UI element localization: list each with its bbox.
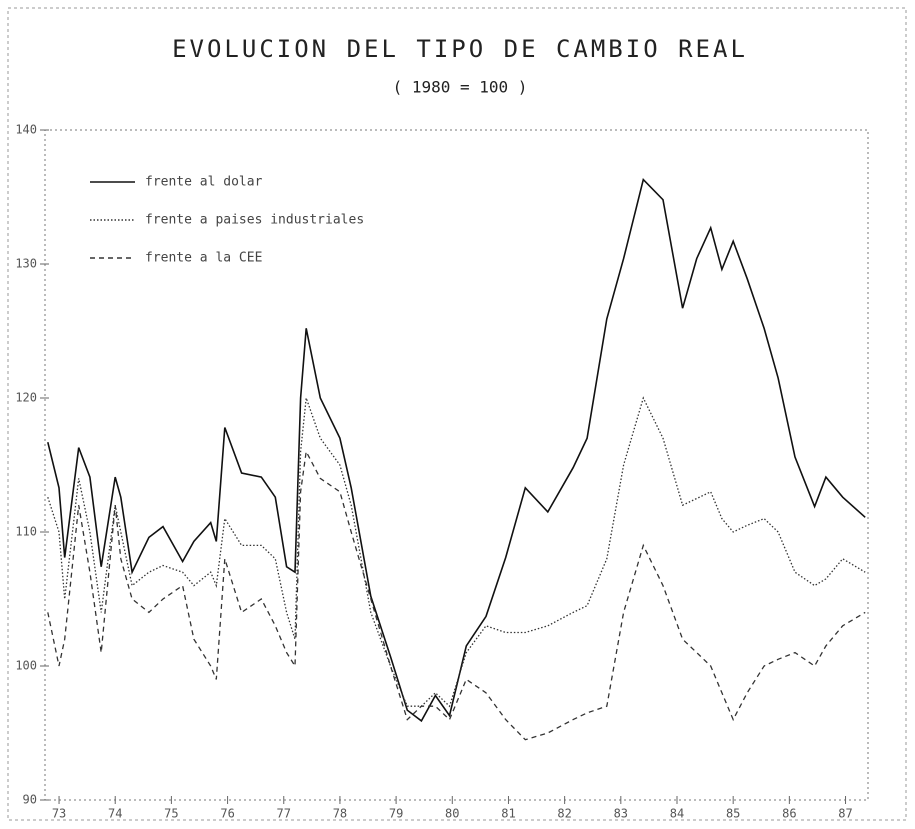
x-tick-label: 87 (838, 807, 852, 821)
x-tick-label: 77 (277, 807, 291, 821)
legend-label: frente al dolar (145, 175, 263, 190)
page-frame (7, 7, 907, 821)
y-tick-label: 120 (15, 391, 37, 405)
plot-frame (44, 129, 869, 801)
series-line (47, 396, 866, 708)
legend-label: frente a paises industriales (145, 213, 364, 228)
x-tick-label: 86 (782, 807, 796, 821)
x-tick-label: 75 (164, 807, 178, 821)
x-tick-label: 79 (389, 807, 403, 821)
y-tick-label: 110 (15, 525, 37, 539)
x-tick-label: 83 (614, 807, 628, 821)
y-tick-label: 100 (15, 659, 37, 673)
x-tick-label: 74 (108, 807, 122, 821)
y-tick-label: 90 (23, 793, 37, 807)
x-tick-label: 78 (333, 807, 347, 821)
x-tick-label: 81 (501, 807, 515, 821)
y-tick-label: 130 (15, 257, 37, 271)
x-tick-label: 80 (445, 807, 459, 821)
y-tick-label: 140 (15, 123, 37, 137)
x-tick-label: 84 (670, 807, 684, 821)
x-tick-label: 76 (220, 807, 234, 821)
series-line (47, 449, 866, 741)
x-tick-label: 85 (726, 807, 740, 821)
chart-title: EVOLUCION DEL TIPO DE CAMBIO REAL (172, 35, 748, 63)
x-tick-label: 82 (557, 807, 571, 821)
chart-subtitle: ( 1980 = 100 ) (393, 78, 528, 97)
x-tick-label: 73 (52, 807, 66, 821)
legend-label: frente a la CEE (145, 251, 262, 266)
series-line (47, 178, 866, 723)
